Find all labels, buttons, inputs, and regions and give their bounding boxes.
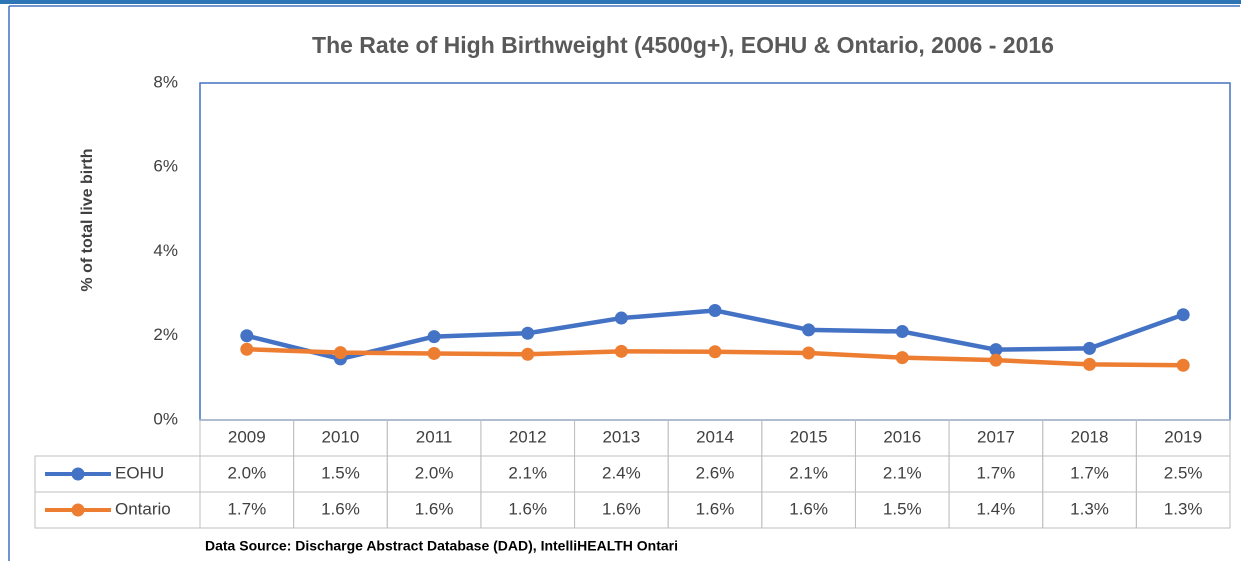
x-tick-label: 2011: [416, 427, 453, 446]
data-label: 1.5%: [883, 499, 922, 518]
y-tick-label: 4%: [153, 241, 178, 260]
x-tick-label: 2012: [509, 427, 547, 446]
x-tick-label: 2010: [322, 427, 360, 446]
point: [240, 342, 254, 356]
header-rule: [0, 0, 1241, 4]
data-label: 1.5%: [321, 463, 360, 482]
point: [708, 345, 722, 359]
legend-label: EOHU: [115, 463, 164, 482]
data-label: 1.6%: [415, 499, 454, 518]
legend-marker: [71, 467, 85, 481]
x-tick-label: 2016: [883, 427, 921, 446]
data-label: 1.6%: [696, 499, 735, 518]
data-label: 1.7%: [977, 463, 1016, 482]
x-tick-label: 2015: [790, 427, 828, 446]
legend-label: Ontario: [115, 499, 171, 518]
point: [989, 353, 1003, 367]
point: [802, 346, 816, 360]
point: [614, 311, 628, 325]
legend-marker: [71, 503, 85, 517]
point: [614, 344, 628, 358]
x-tick-label: 2017: [977, 427, 1015, 446]
data-label: 2.0%: [227, 463, 266, 482]
data-label: 1.6%: [789, 499, 828, 518]
point: [240, 329, 254, 343]
y-tick-label: 0%: [153, 409, 178, 428]
point: [1083, 341, 1097, 355]
y-tick-label: 6%: [153, 157, 178, 176]
y-tick-label: 2%: [153, 325, 178, 344]
point: [1176, 308, 1190, 322]
data-label: 2.1%: [883, 463, 922, 482]
x-tick-label: 2014: [696, 427, 734, 446]
data-label: 1.3%: [1070, 499, 1109, 518]
y-axis-label: % of total live birth: [79, 148, 96, 291]
point: [521, 326, 535, 340]
x-tick-label: 2013: [602, 427, 640, 446]
x-tick-label: 2019: [1164, 427, 1202, 446]
table-cell: [1135, 491, 1231, 529]
point: [521, 347, 535, 361]
point: [895, 351, 909, 365]
data-label: 1.6%: [508, 499, 547, 518]
chart-title: The Rate of High Birthweight (4500g+), E…: [312, 32, 1054, 58]
data-label: 2.6%: [696, 463, 735, 482]
data-label: 1.6%: [602, 499, 641, 518]
point: [427, 346, 441, 360]
point: [802, 323, 816, 337]
point: [708, 303, 722, 317]
data-label: 2.1%: [508, 463, 547, 482]
data-label: 1.7%: [1070, 463, 1109, 482]
y-tick-label: 8%: [153, 72, 178, 91]
data-label: 1.7%: [227, 499, 266, 518]
data-label: 1.6%: [321, 499, 360, 518]
data-label: 1.3%: [1164, 499, 1203, 518]
x-tick-label: 2009: [228, 427, 266, 446]
point: [895, 325, 909, 339]
data-label: 2.1%: [789, 463, 828, 482]
point: [1083, 357, 1097, 371]
data-label: 2.5%: [1164, 463, 1203, 482]
point: [333, 346, 347, 360]
x-tick-label: 2018: [1071, 427, 1109, 446]
source-note: Data Source: Discharge Abstract Database…: [205, 538, 678, 554]
data-label: 2.0%: [415, 463, 454, 482]
data-label: 1.4%: [977, 499, 1016, 518]
plot-area: [199, 82, 1231, 421]
point: [989, 343, 1003, 357]
point: [427, 330, 441, 344]
point: [1176, 358, 1190, 372]
data-label: 2.4%: [602, 463, 641, 482]
